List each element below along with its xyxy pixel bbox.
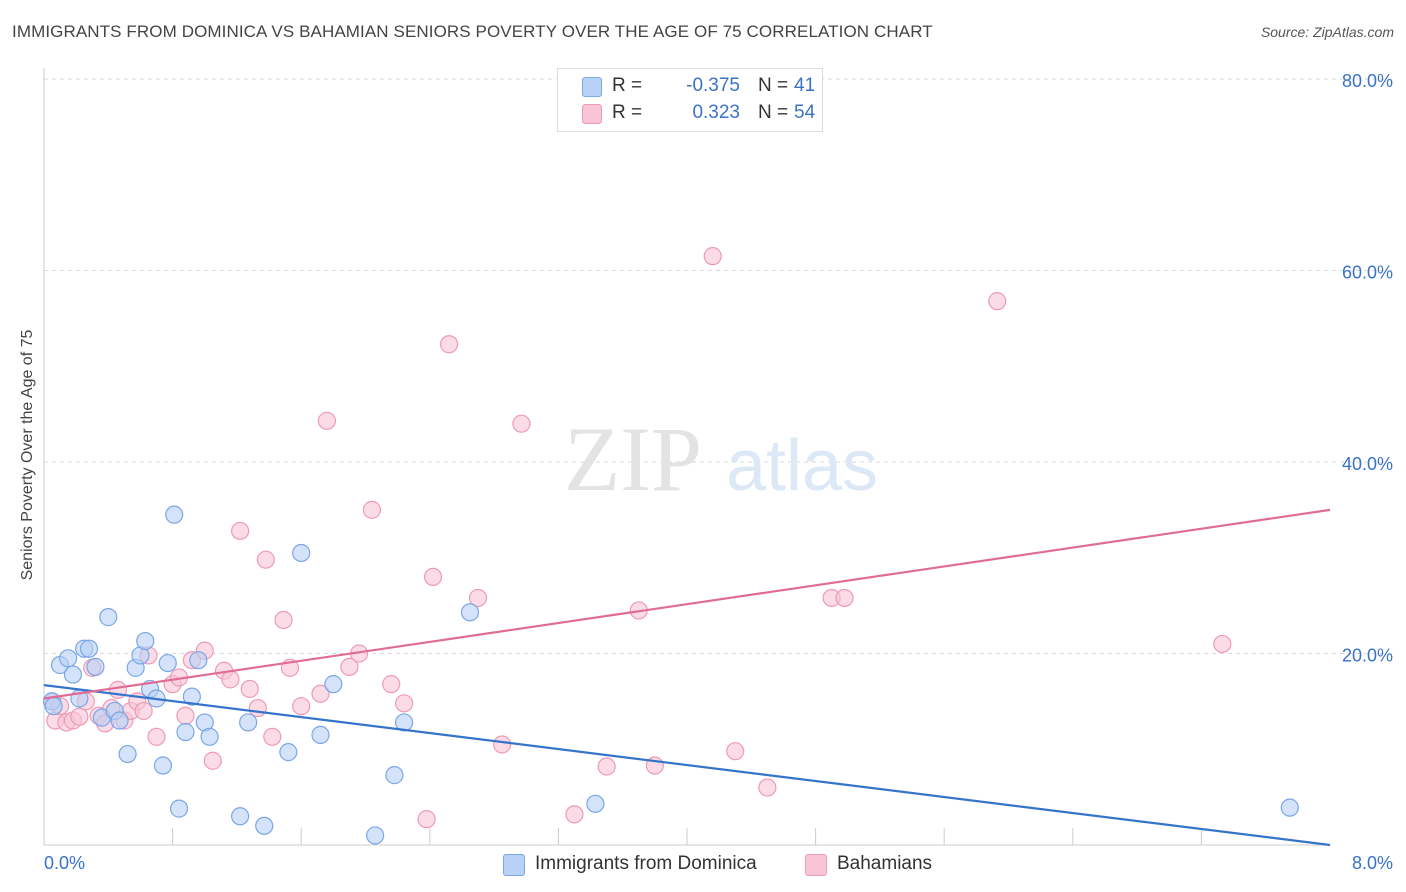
point-bahamians [134, 701, 153, 721]
point-dominica [1280, 798, 1299, 817]
point-dominica [59, 649, 78, 668]
point-dominica [79, 639, 99, 658]
point-bahamians [203, 751, 222, 770]
point-dominica [586, 794, 605, 813]
point-dominica [324, 675, 343, 694]
point-dominica [239, 713, 258, 732]
point-bahamians [512, 414, 531, 433]
y-tick-label: 20.0% [1342, 646, 1393, 666]
point-dominica [153, 756, 173, 775]
y-tick-label: 80.0% [1342, 71, 1393, 91]
watermark-atlas: atlas [726, 426, 878, 506]
trend-line-bahamians [43, 508, 1331, 700]
point-dominica [385, 766, 404, 785]
n-label: N = [758, 102, 789, 123]
x-tick-label: 8.0% [1352, 853, 1393, 873]
point-bahamians [231, 521, 250, 541]
legend-swatch-dominica [503, 854, 525, 876]
r-label: R = [612, 75, 643, 96]
n-value: 41 [794, 75, 816, 96]
point-bahamians [758, 778, 777, 797]
point-dominica [86, 657, 105, 677]
point-dominica [279, 743, 298, 762]
gridlines [44, 78, 1392, 654]
point-bahamians [240, 679, 259, 699]
legend: Immigrants from Dominica Bahamians [0, 852, 1406, 878]
point-bahamians [317, 411, 337, 430]
watermark: ZIP atlas [564, 408, 878, 510]
point-dominica [366, 826, 385, 845]
watermark-zip: ZIP [564, 408, 702, 510]
point-dominica [255, 816, 274, 835]
r-value: -0.375 [686, 75, 740, 96]
y-tick-label: 40.0% [1342, 454, 1393, 474]
chart-title: IMMIGRANTS FROM DOMINICA VS BAHAMIAN SEN… [12, 22, 933, 41]
point-bahamians [221, 670, 240, 689]
point-dominica [231, 807, 250, 826]
point-bahamians [423, 567, 443, 587]
point-dominica [63, 665, 83, 684]
point-dominica [169, 799, 189, 818]
point-bahamians [382, 675, 401, 694]
trend-line-dominica [43, 684, 1331, 847]
tick-labels: 20.0% 40.0% 60.0% 80.0% 0.0% 8.0% [44, 71, 1393, 873]
stats-swatch-bahamians [582, 104, 602, 124]
point-dominica [118, 744, 137, 764]
point-dominica [176, 722, 195, 742]
point-bahamians [835, 588, 854, 608]
point-bahamians [70, 707, 89, 726]
legend-label: Bahamians [837, 853, 933, 874]
stats-box: R = -0.375 N = 41 R = 0.323 N = 54 [557, 68, 823, 132]
legend-swatch-bahamians [805, 854, 827, 876]
point-bahamians [565, 805, 584, 824]
point-bahamians [176, 706, 195, 725]
point-dominica [311, 725, 330, 744]
point-bahamians [1213, 634, 1232, 654]
point-bahamians [703, 247, 722, 266]
r-value: 0.323 [692, 102, 740, 123]
r-label: R = [612, 102, 643, 123]
point-bahamians [292, 697, 311, 716]
point-dominica [158, 653, 177, 673]
point-bahamians [311, 684, 330, 703]
point-bahamians [468, 588, 488, 608]
n-value: 54 [794, 102, 816, 123]
data-points [42, 247, 1299, 845]
point-bahamians [248, 698, 267, 718]
point-bahamians [493, 735, 512, 754]
point-dominica [182, 687, 201, 706]
point-dominica [200, 727, 219, 746]
source-label: Source: ZipAtlas.com [1260, 24, 1394, 40]
n-label: N = [758, 75, 789, 96]
y-tick-label: 60.0% [1342, 263, 1393, 283]
point-bahamians [597, 757, 616, 776]
point-bahamians [147, 727, 166, 746]
axes [43, 68, 1330, 846]
x-tick-label: 0.0% [44, 853, 85, 873]
point-bahamians [274, 610, 293, 630]
point-bahamians [340, 657, 359, 677]
trend-lines [43, 508, 1331, 847]
point-dominica [136, 631, 155, 651]
point-bahamians [394, 694, 414, 713]
legend-label: Immigrants from Dominica [535, 853, 757, 874]
stats-swatch-dominica [582, 77, 602, 97]
point-dominica [44, 697, 63, 716]
point-dominica [165, 505, 184, 524]
point-bahamians [256, 550, 275, 569]
point-bahamians [362, 500, 382, 519]
point-bahamians [439, 335, 459, 354]
point-dominica [189, 651, 208, 670]
point-bahamians [417, 810, 436, 829]
point-bahamians [263, 727, 282, 746]
point-bahamians [988, 292, 1007, 311]
point-dominica [460, 603, 480, 622]
point-dominica [292, 543, 311, 563]
point-dominica [99, 608, 118, 627]
point-dominica [110, 711, 129, 730]
point-bahamians [726, 742, 745, 761]
